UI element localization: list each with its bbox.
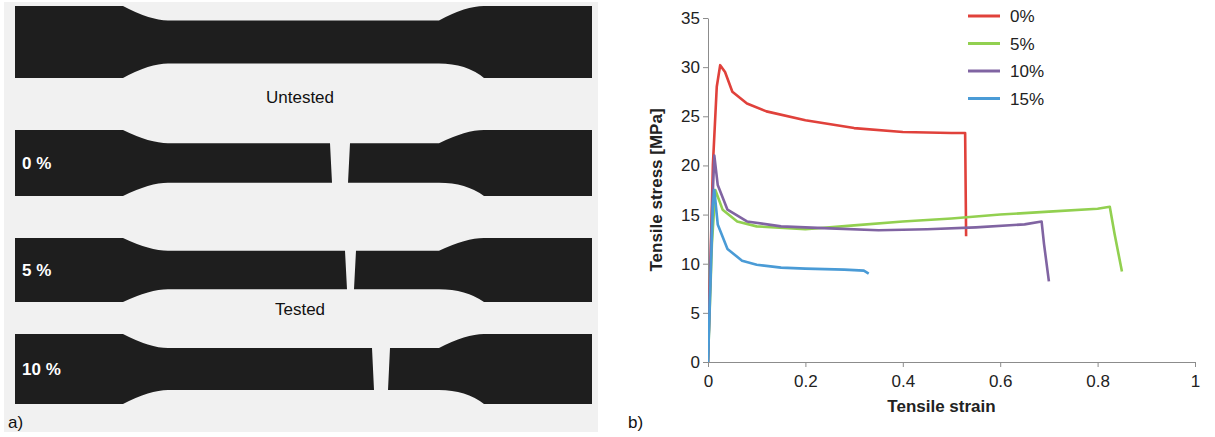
tick-label: 0 — [704, 372, 713, 391]
tick-mark — [1195, 362, 1196, 367]
series-line — [708, 190, 1122, 362]
tick-mark — [708, 362, 709, 367]
specimen-right — [354, 238, 592, 302]
tick-mark — [703, 67, 708, 68]
tick-mark — [703, 165, 708, 166]
tick-mark — [703, 313, 708, 314]
tick-label: 0.8 — [1086, 372, 1110, 391]
tick-mark — [703, 18, 708, 19]
tick: 0.8 — [1086, 362, 1110, 391]
tick-label: 10 — [681, 255, 700, 274]
panel-label: a) — [8, 413, 23, 432]
y-axis: 0 5 10 15 20 25 30 35 — [681, 9, 708, 372]
legend-swatch — [968, 15, 1000, 18]
tick: 0 — [691, 353, 708, 372]
legend: 0% 5% 10% 15% — [968, 7, 1044, 109]
legend-label: 10% — [1010, 62, 1044, 81]
tick: 15 — [681, 206, 708, 225]
legend-swatch — [968, 97, 1000, 100]
legend-item: 5% — [968, 35, 1035, 54]
tick-mark — [703, 264, 708, 265]
tick-mark — [1000, 362, 1001, 367]
tick: 0.4 — [891, 362, 915, 391]
caption: Tested — [275, 300, 325, 319]
panel-a: Untested 0 % 5 % 10 % Tested a) — [4, 2, 598, 432]
specimen-right — [348, 130, 592, 196]
tick-mark — [903, 362, 904, 367]
tick: 0.6 — [989, 362, 1013, 391]
photo-background — [4, 2, 598, 432]
tick-label: 5 — [691, 304, 700, 323]
specimen-label: 5 % — [22, 261, 51, 280]
tick: 5 — [691, 304, 708, 323]
series-line — [708, 65, 966, 362]
tick-label: 0 — [691, 353, 700, 372]
tick-mark — [805, 362, 806, 367]
legend-item: 0% — [968, 7, 1035, 26]
tick: 35 — [681, 9, 708, 28]
tick: 30 — [681, 58, 708, 77]
legend-label: 0% — [1010, 7, 1035, 26]
legend-swatch — [968, 70, 1000, 73]
tick-mark — [703, 362, 708, 363]
tick-mark — [703, 215, 708, 216]
series-line — [708, 190, 869, 362]
tick: 0 — [704, 362, 713, 391]
legend-label: 15% — [1010, 90, 1044, 109]
specimen-right — [388, 334, 592, 404]
figure: Untested 0 % 5 % 10 % Tested a) 0 0.2 0.4 0.6 0.8 1… — [0, 0, 1215, 437]
tick-label: 25 — [681, 107, 700, 126]
plot-area — [708, 65, 1122, 362]
tick-mark — [703, 116, 708, 117]
x-axis-line — [709, 362, 1196, 363]
caption: Untested — [266, 88, 334, 107]
tick: 20 — [681, 156, 708, 175]
specimen-left — [15, 130, 332, 196]
tick-label: 1 — [1191, 372, 1200, 391]
specimen-left — [15, 334, 374, 404]
tick: 1 — [1191, 362, 1200, 391]
tick-label: 0.6 — [989, 372, 1013, 391]
panel-label: b) — [628, 413, 643, 432]
tick-label: 15 — [681, 206, 700, 225]
tick-label: 0.2 — [794, 372, 818, 391]
x-axis: 0 0.2 0.4 0.6 0.8 1 — [704, 362, 1200, 391]
tick-label: 20 — [681, 156, 700, 175]
legend-swatch — [968, 42, 1000, 45]
tick: 0.2 — [794, 362, 818, 391]
tick: 25 — [681, 107, 708, 126]
legend-label: 5% — [1010, 35, 1035, 54]
legend-item: 10% — [968, 62, 1044, 81]
specimen-left — [15, 238, 347, 302]
x-axis-title: Tensile strain — [887, 397, 995, 416]
tick-label: 0.4 — [891, 372, 915, 391]
series-line — [708, 156, 1049, 362]
tick-mark — [1098, 362, 1099, 367]
legend-item: 15% — [968, 90, 1044, 109]
tick: 10 — [681, 255, 708, 274]
tick-label: 30 — [681, 58, 700, 77]
specimen-label: 10 % — [22, 360, 61, 379]
tick-label: 35 — [681, 9, 700, 28]
specimen-untested — [15, 6, 592, 78]
specimen-label: 0 % — [22, 154, 51, 173]
y-axis-title: Tensile stress [MPa] — [647, 108, 666, 271]
